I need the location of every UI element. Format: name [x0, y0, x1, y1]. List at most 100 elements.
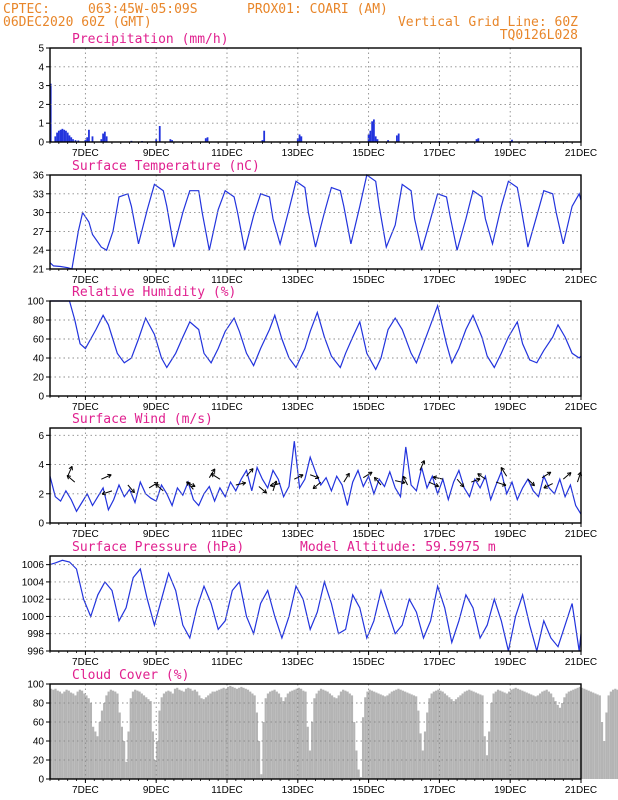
cloud-bar — [534, 696, 537, 779]
precip-data — [49, 83, 568, 142]
cloud-bar — [589, 691, 593, 779]
cloud-bar — [556, 704, 559, 779]
precip-title: Precipitation (mm/h) — [72, 32, 229, 47]
cloud-ytick-label: 40 — [33, 737, 45, 748]
cloud-bar — [288, 691, 292, 779]
cloud-bar — [156, 741, 159, 779]
cloud-bar — [291, 690, 294, 779]
cloud-bar — [92, 726, 95, 779]
cloud-bar — [193, 689, 197, 779]
cloud-bar — [503, 692, 506, 779]
cloud-bar — [426, 712, 429, 779]
wind-arrow — [127, 484, 135, 494]
cloud-bar — [330, 695, 334, 779]
cloud-bar — [324, 690, 327, 779]
pressure-xtick-label: 15DEC — [352, 657, 384, 668]
temp-ytick-label: 27 — [33, 227, 45, 238]
wind-arrow — [67, 465, 73, 477]
cloud-bar — [499, 690, 502, 779]
cloud-bar — [286, 693, 289, 779]
cloud-bar — [572, 689, 575, 779]
cloud-bar — [421, 750, 424, 779]
cloud-bar — [561, 703, 564, 779]
cloud-bar — [200, 698, 203, 779]
cloud-xtick-label: 11DEC — [211, 785, 243, 796]
cloud-bar — [65, 689, 68, 779]
precip-bar — [105, 136, 108, 142]
cloud-bar — [410, 694, 413, 779]
cloud-ytick-label: 20 — [33, 756, 45, 767]
cloud-bar — [488, 731, 491, 779]
cloud-bar — [547, 691, 551, 779]
precip-bar — [475, 139, 478, 142]
cloud-bar — [598, 695, 601, 779]
cloud-bar — [196, 691, 199, 779]
cloud-bar — [576, 687, 579, 779]
wind-ytick-label: 0 — [38, 519, 44, 530]
cloud-bar — [266, 693, 270, 779]
cloud-xtick-label: 17DEC — [423, 785, 455, 796]
cloud-bar — [523, 691, 526, 779]
cloud-bar — [50, 688, 53, 779]
temp-panel: Surface Temperature (nC) 21 24 27 30 33 36 7DEC… — [33, 159, 597, 286]
cloud-bar — [317, 690, 320, 779]
precip-bar — [158, 126, 161, 142]
cloud-bar — [308, 750, 312, 779]
cloud-bar — [142, 695, 146, 779]
cloud-bar — [120, 726, 123, 779]
wind-arrow — [269, 482, 281, 488]
cloud-bar — [386, 695, 389, 779]
rh-xtick-label: 13DEC — [282, 402, 314, 413]
precip-xtick-label: 11DEC — [211, 148, 243, 159]
cloud-bar — [269, 691, 272, 779]
precip-bar — [387, 140, 389, 142]
wind-arrow — [562, 472, 572, 480]
wind-arrow — [258, 486, 268, 494]
cloud-bar — [399, 689, 402, 779]
cloud-bar — [359, 777, 362, 779]
cloud-bar — [306, 726, 309, 779]
wind-arrow — [101, 473, 112, 480]
cloud-bar — [302, 690, 305, 779]
rh-xtick-label: 21DEC — [565, 402, 597, 413]
cloud-bar — [364, 697, 367, 779]
cloud-bar — [530, 694, 533, 779]
cloud-bar — [69, 692, 73, 779]
precip-bar — [49, 83, 52, 142]
pressure-grid — [50, 556, 581, 651]
precip-bar — [86, 137, 89, 142]
cloud-bar — [322, 689, 325, 779]
cloud-bar — [368, 689, 371, 779]
cloud-bar — [472, 691, 475, 779]
wind-arrow — [312, 481, 322, 490]
cloud-bar — [481, 695, 484, 779]
precip-bar — [70, 137, 73, 142]
cloud-bar — [284, 697, 287, 779]
cloud-bar — [477, 693, 480, 779]
cloud-bar — [129, 698, 132, 779]
wind-arrow — [272, 480, 278, 492]
pressure-ytick-label: 996 — [27, 647, 44, 658]
cloud-bar — [319, 688, 323, 779]
cloud-bar — [207, 695, 210, 779]
cloud-bar — [366, 691, 369, 779]
pressure-ytick-label: 1006 — [22, 560, 45, 571]
cloud-bar — [614, 688, 617, 779]
cloud-bar — [85, 695, 88, 779]
cloud-bar — [419, 733, 422, 779]
cloud-bar — [538, 693, 542, 779]
precip-bar — [396, 135, 398, 142]
cloud-ytick-label: 60 — [33, 718, 45, 729]
cloud-bar — [344, 690, 347, 779]
precip-bar — [66, 132, 69, 142]
cloud-bar — [220, 688, 223, 779]
cloud-bar — [173, 688, 177, 779]
precip-bar — [77, 140, 80, 142]
header-source: CPTEC: — [3, 2, 50, 17]
wind-line — [49, 441, 582, 515]
rh-xtick-label: 15DEC — [352, 402, 384, 413]
cloud-bar — [395, 689, 398, 779]
precip-xtick-label: 17DEC — [423, 148, 455, 159]
precip-bar — [369, 130, 372, 142]
wind-frame — [49, 427, 582, 524]
